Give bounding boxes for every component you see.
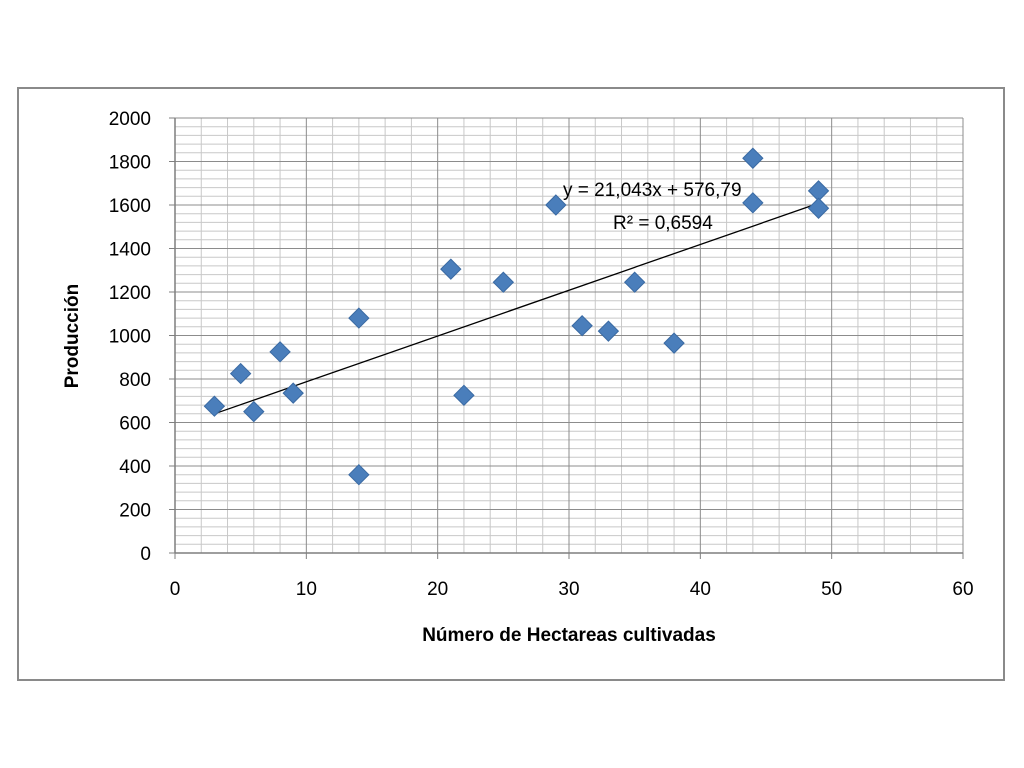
y-tick-label: 0 (140, 544, 151, 565)
data-point (545, 194, 567, 216)
data-point (243, 400, 265, 423)
x-tick-label: 30 (558, 579, 579, 600)
data-point (453, 384, 475, 407)
data-point (348, 463, 370, 486)
y-tick-label: 400 (119, 457, 151, 478)
x-tick-label: 10 (296, 579, 317, 600)
data-point (807, 197, 830, 219)
data-point (742, 147, 764, 169)
trendline (214, 202, 819, 415)
y-tick-label: 1000 (109, 327, 151, 348)
data-point (623, 271, 646, 293)
x-tick-label: 20 (427, 579, 448, 600)
trendline-r2: R² = 0,6594 (613, 213, 713, 234)
x-tick-label: 50 (821, 579, 842, 600)
data-point (742, 192, 764, 214)
x-axis-title: Número de Hectareas cultivadas (422, 625, 716, 646)
linear-trendline (214, 202, 819, 415)
data-point (282, 382, 304, 404)
x-tick-label: 0 (170, 579, 181, 600)
y-tick-label: 800 (119, 370, 151, 391)
x-tick-labels: 0 10 20 30 40 50 60 (170, 579, 974, 600)
y-tick-label: 1400 (109, 240, 151, 261)
data-point (663, 332, 685, 354)
data-point (348, 307, 370, 329)
x-tick-label: 60 (952, 579, 973, 600)
y-tick-label: 1200 (109, 283, 151, 304)
y-tick-label: 1800 (109, 153, 151, 174)
y-axis-title: Producción (62, 284, 83, 389)
y-tick-label: 600 (119, 414, 151, 435)
chart-frame (17, 87, 1005, 681)
y-tick-label: 2000 (109, 109, 151, 130)
y-tick-label: 200 (119, 501, 151, 522)
y-tick-label: 1600 (109, 196, 151, 217)
data-point (571, 315, 593, 337)
data-point (597, 320, 620, 342)
data-point (229, 362, 252, 385)
trendline-equation: y = 21,043x + 576,79 (563, 180, 742, 201)
data-point (269, 341, 291, 363)
y-tick-labels: 0 200 400 600 800 1000 1200 1400 1600 1800 2000 (109, 109, 151, 565)
data-points (203, 147, 830, 486)
data-point (440, 258, 462, 280)
major-gridlines (174, 117, 964, 554)
data-point (203, 395, 226, 417)
axes (169, 117, 964, 559)
x-tick-label: 40 (690, 579, 711, 600)
data-point (492, 271, 515, 293)
